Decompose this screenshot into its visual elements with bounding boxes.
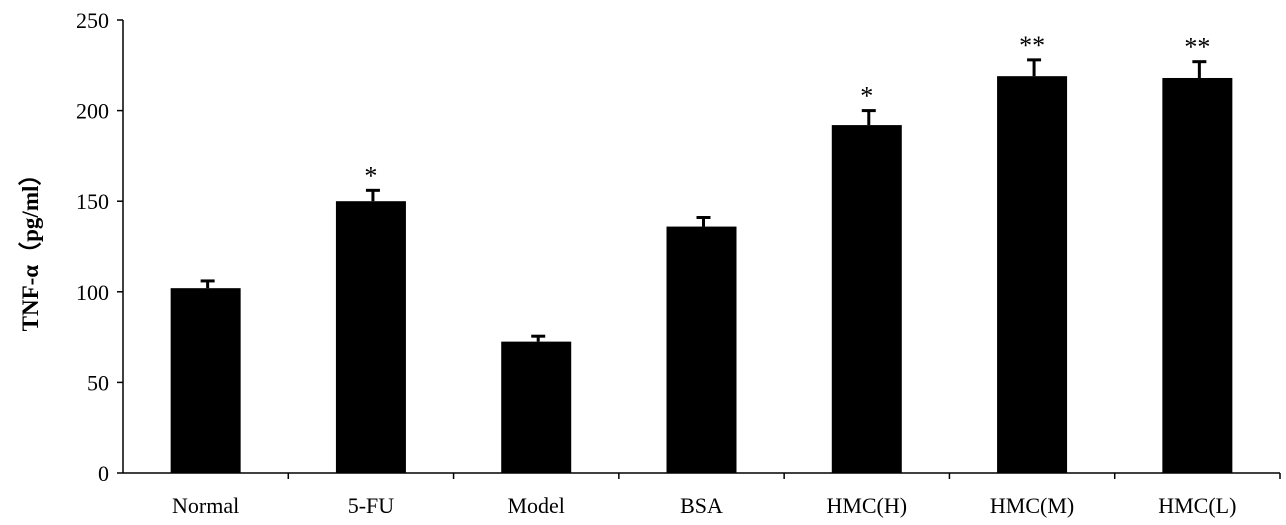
error-bars <box>200 58 1207 342</box>
y-tick-label: 50 <box>87 370 109 395</box>
y-tick-label: 150 <box>76 189 109 214</box>
y-axis-title-group: TNF-α（pg/ml） <box>17 163 43 332</box>
bars <box>170 76 1233 473</box>
x-tick-label: 5-FU <box>348 493 395 518</box>
x-tick-label: HMC(H) <box>826 493 907 518</box>
y-ticks: 0 50 100 150 200 250 <box>76 8 123 486</box>
x-tick-label: HMC(L) <box>1158 493 1236 518</box>
significance-markers: **** ** <box>364 31 1210 190</box>
y-axis-title: TNF-α（pg/ml） <box>17 163 43 332</box>
x-tick-label: Model <box>507 493 564 518</box>
bar <box>1162 77 1233 473</box>
bar <box>997 76 1068 473</box>
y-tick-label: 100 <box>76 280 109 305</box>
x-tick-labels: Normal 5-FU Model BSA HMC(H) HMC(M) HMC(L) <box>172 473 1281 518</box>
y-tick-label: 0 <box>98 461 109 486</box>
x-tick-label: BSA <box>680 493 723 518</box>
bar <box>170 288 241 473</box>
x-tick-label: HMC(M) <box>990 493 1074 518</box>
bar <box>666 226 737 473</box>
x-tick-label: Normal <box>172 493 239 518</box>
bar <box>831 125 902 473</box>
significance-marker: * <box>860 82 873 111</box>
significance-marker: ** <box>1184 33 1210 62</box>
y-tick-label: 250 <box>76 8 109 33</box>
bar <box>501 341 572 473</box>
bar <box>335 201 406 473</box>
significance-marker: * <box>364 161 377 190</box>
significance-marker: ** <box>1019 31 1045 60</box>
y-tick-label: 200 <box>76 99 109 124</box>
